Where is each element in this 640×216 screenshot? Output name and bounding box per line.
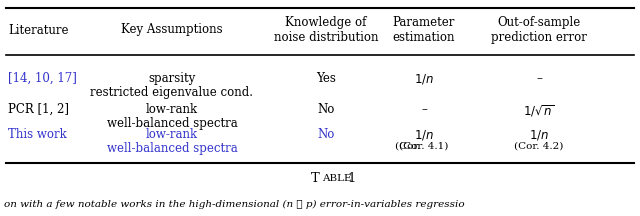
Text: No: No <box>317 103 335 116</box>
Text: (Cor.: (Cor. <box>396 142 424 151</box>
Text: restricted eigenvalue cond.: restricted eigenvalue cond. <box>90 86 253 99</box>
Text: ABLE: ABLE <box>322 174 351 183</box>
Text: on with a few notable works in the high-dimensional (n ≪ p) error-in-variables r: on with a few notable works in the high-… <box>4 200 465 209</box>
Text: low-rank: low-rank <box>146 103 198 116</box>
Text: (Cor. 4.2): (Cor. 4.2) <box>515 142 564 151</box>
Text: Yes: Yes <box>316 72 336 85</box>
Text: (Cor. 4.1): (Cor. 4.1) <box>399 142 449 151</box>
Text: T: T <box>311 172 320 184</box>
Text: –: – <box>421 103 427 116</box>
Text: sparsity: sparsity <box>148 72 196 85</box>
Text: low-rank: low-rank <box>146 128 198 141</box>
Text: $1/\sqrt{n}$: $1/\sqrt{n}$ <box>524 103 555 119</box>
Text: Key Assumptions: Key Assumptions <box>121 24 223 37</box>
Text: No: No <box>317 128 335 141</box>
Text: Knowledge of
noise distribution: Knowledge of noise distribution <box>274 16 378 44</box>
Text: This work: This work <box>8 128 67 141</box>
Text: $1/n$: $1/n$ <box>414 72 434 86</box>
Text: $1/n$: $1/n$ <box>414 128 434 142</box>
Text: Parameter
estimation: Parameter estimation <box>393 16 455 44</box>
Text: $1/n$: $1/n$ <box>529 128 549 142</box>
Text: well-balanced spectra: well-balanced spectra <box>107 117 237 130</box>
Text: [14, 10, 17]: [14, 10, 17] <box>8 72 77 85</box>
Text: –: – <box>536 72 542 85</box>
Text: PCR [1, 2]: PCR [1, 2] <box>8 103 69 116</box>
Text: Out-of-sample
prediction error: Out-of-sample prediction error <box>491 16 587 44</box>
Text: 1: 1 <box>347 172 355 184</box>
Text: Literature: Literature <box>8 24 68 37</box>
Text: well-balanced spectra: well-balanced spectra <box>107 142 237 155</box>
